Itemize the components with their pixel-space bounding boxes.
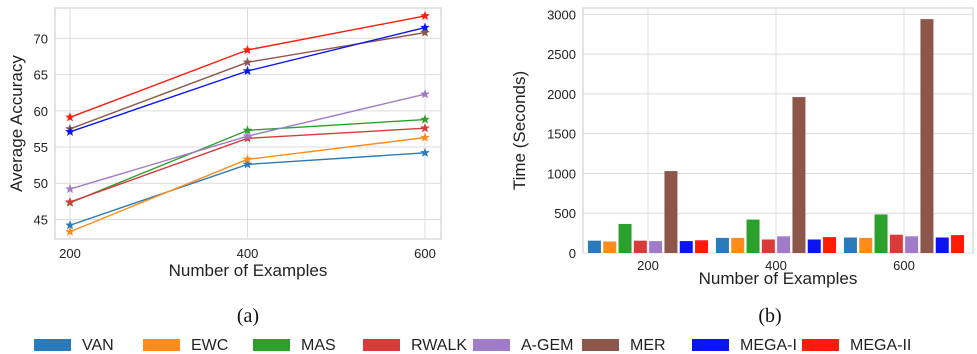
bar-mega-i — [679, 241, 693, 253]
legend-label-van: VAN — [82, 337, 114, 354]
data-point-mer — [420, 27, 430, 37]
bar-mega-ii — [695, 240, 709, 253]
data-point-mega-i — [242, 65, 253, 76]
bar-mas — [874, 214, 888, 253]
x-tick-label: 200 — [59, 246, 81, 261]
plot-area — [582, 7, 974, 254]
legend-label-mer: MER — [630, 337, 666, 354]
legend-label-a-gem: A-GEM — [521, 337, 573, 354]
x-tick-label: 600 — [414, 246, 436, 261]
legend-swatch-mer — [582, 339, 619, 351]
x-tick-label: 400 — [237, 246, 259, 261]
data-point-van — [242, 159, 253, 169]
x-tick-label: 400 — [765, 258, 787, 273]
bar-mega-ii — [823, 237, 837, 253]
y-tick-label: 1000 — [547, 166, 576, 181]
y-tick-label: 65 — [34, 68, 48, 83]
bar-mega-i — [807, 239, 821, 253]
legend-swatch-van — [34, 339, 71, 351]
data-point-ewc — [65, 226, 75, 236]
legend-label-mega-i: MEGA-I — [740, 337, 797, 354]
data-point-a-gem — [242, 130, 253, 141]
data-point-mas — [420, 114, 430, 124]
bar-mas — [746, 219, 760, 253]
y-tick-label: 45 — [34, 212, 48, 227]
data-point-ewc — [420, 132, 430, 142]
legend-swatch-a-gem — [473, 339, 510, 351]
legend-swatch-mega-ii — [802, 339, 839, 351]
bar-mer — [920, 19, 934, 253]
x-tick-label: 600 — [893, 258, 915, 273]
time-chart: 0 500 1000 1500 2000 2500 3000 200 400 600 Number … — [510, 7, 974, 327]
caption-b: (b) — [758, 305, 781, 327]
data-point-mega-i — [420, 22, 430, 32]
y-tick-label: 70 — [34, 31, 48, 46]
data-point-van — [420, 147, 430, 158]
x-tick-label: 200 — [637, 258, 659, 273]
y-tick-label: 1500 — [547, 127, 576, 142]
data-point-a-gem — [420, 88, 430, 99]
legend-swatch-mega-i — [692, 339, 729, 351]
data-point-mer — [242, 57, 253, 67]
data-point-rwalk — [420, 123, 430, 133]
accuracy-chart: 45 50 55 60 65 70 200 400 600 Number of Examples A… — [7, 7, 442, 327]
bar-rwalk — [633, 240, 647, 253]
data-point-rwalk — [65, 196, 75, 207]
legend: VAN EWC MAS RWALK A-GEM MER MEGA-I MEGA-II — [34, 337, 911, 354]
legend-label-mas: MAS — [301, 337, 336, 354]
bar-ewc — [859, 237, 873, 253]
bar-a-gem — [777, 236, 791, 253]
bar-rwalk — [889, 234, 903, 253]
bar-mer — [664, 171, 678, 253]
data-point-a-gem — [65, 183, 75, 194]
bar-mega-ii — [951, 235, 965, 253]
legend-swatch-ewc — [143, 339, 180, 351]
bar-ewc — [603, 241, 617, 253]
bar-rwalk — [761, 239, 775, 253]
y-tick-label: 3000 — [547, 7, 576, 22]
bar-a-gem — [905, 236, 919, 253]
bar-van — [587, 240, 601, 253]
legend-swatch-mas — [253, 339, 290, 351]
y-tick-label: 2500 — [547, 47, 576, 62]
bar-van — [715, 237, 729, 253]
bar-mer — [792, 97, 806, 253]
y-tick-label: 500 — [554, 206, 576, 221]
data-point-mega-ii — [65, 112, 75, 122]
bar-mas — [618, 223, 632, 253]
data-point-mega-i — [65, 126, 75, 137]
bar-mega-i — [935, 237, 949, 253]
bar-ewc — [731, 237, 745, 253]
x-axis-label: Number of Examples — [699, 269, 858, 288]
y-tick-label: 2000 — [547, 87, 576, 102]
y-tick-label: 55 — [34, 140, 48, 155]
data-point-mega-ii — [242, 44, 253, 55]
legend-swatch-rwalk — [363, 339, 400, 351]
caption-a: (a) — [237, 305, 259, 327]
data-point-ewc — [242, 154, 253, 164]
data-point-mega-ii — [420, 10, 430, 21]
y-tick-label: 50 — [34, 176, 48, 191]
legend-label-ewc: EWC — [191, 337, 228, 354]
legend-label-mega-ii: MEGA-II — [850, 337, 911, 354]
y-tick-label: 60 — [34, 104, 48, 119]
y-axis-label: Time (Seconds) — [510, 71, 529, 190]
x-axis-label: Number of Examples — [169, 261, 328, 280]
y-axis-label: Average Accuracy — [7, 55, 26, 192]
y-tick-label: 0 — [569, 246, 576, 261]
bar-a-gem — [649, 241, 663, 253]
bar-van — [843, 237, 857, 253]
legend-label-rwalk: RWALK — [411, 337, 467, 354]
